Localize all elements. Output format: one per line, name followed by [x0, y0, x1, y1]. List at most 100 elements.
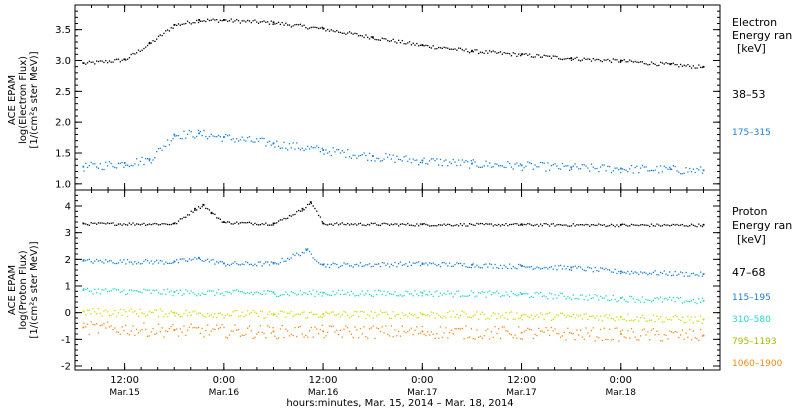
electron-series-1-dot	[496, 52, 498, 54]
proton-series-4-dot	[479, 313, 482, 316]
proton-series-2-point	[305, 249, 308, 251]
proton-series-4-dot	[667, 318, 669, 321]
proton-series-3-dot	[436, 290, 438, 292]
proton-series-3-dot	[592, 297, 594, 299]
proton-series-4-dot	[310, 311, 312, 313]
electron-series-1-dot	[407, 42, 409, 44]
proton-series-1-dot	[279, 219, 282, 221]
proton-series-3-dot	[345, 293, 347, 295]
proton-series-5-dot	[499, 337, 502, 340]
electron-series-2-dot	[656, 165, 658, 168]
electron-series-2-dot	[647, 170, 649, 172]
proton-series-1-dot	[692, 224, 695, 226]
proton-series-2-dot	[505, 266, 507, 268]
electron-series-2-dot	[283, 141, 285, 143]
proton-series-1-dot	[90, 222, 92, 224]
proton-series-5-dot	[572, 332, 574, 335]
proton-series-5-dot	[336, 329, 338, 331]
proton-series-5-dot	[325, 335, 327, 337]
proton-legend-series-5: 1060–1900	[732, 359, 783, 369]
proton-series-4-dot	[99, 312, 101, 315]
electron-series-1-dot	[219, 19, 222, 21]
electron-series-1-dot	[274, 23, 276, 25]
proton-series-5-dot	[494, 326, 496, 328]
electron-series-1-dot	[99, 60, 101, 62]
proton-series-1-dot	[639, 224, 642, 226]
proton-series-1-dot	[276, 222, 278, 224]
electron-series-2-dot	[621, 168, 624, 170]
electron-series-2-dot	[699, 166, 702, 168]
electron-series-2-dot	[430, 158, 433, 160]
proton-series-1-dot	[481, 222, 483, 225]
electron-series-2-dot	[499, 165, 502, 167]
proton-series-2-dot	[328, 266, 331, 269]
proton-series-5-dot	[308, 329, 311, 332]
proton-series-4-dot	[196, 313, 198, 315]
proton-series-4-dot	[490, 315, 493, 317]
proton-series-4-dot	[623, 318, 625, 320]
electron-series-1-dot	[234, 20, 236, 22]
electron-series-2-dot	[377, 157, 380, 160]
proton-series-3-dot	[370, 295, 373, 297]
proton-series-5-dot	[359, 327, 362, 330]
electron-series-1-dot	[679, 63, 682, 66]
electron-series-2-dot	[468, 167, 471, 169]
electron-series-1-dot	[545, 55, 547, 57]
electron-series-1-dot	[208, 19, 211, 22]
electron-series-1-dot	[481, 51, 483, 54]
proton-series-4-dot	[132, 311, 134, 313]
electron-series-1-dot	[678, 66, 680, 68]
proton-series-3-dot	[292, 291, 294, 294]
electron-series-2-dot	[507, 161, 509, 163]
proton-series-1-dot	[445, 224, 447, 227]
proton-series-5-dot	[661, 340, 664, 342]
proton-series-2-dot	[163, 263, 165, 265]
electron-legend-title-1: Electron	[732, 16, 777, 29]
electron-series-1-dot	[134, 53, 136, 55]
proton-series-5-dot	[357, 337, 360, 339]
proton-series-4-dot	[105, 309, 107, 311]
proton-series-3-dot	[654, 297, 656, 299]
proton-series-4-dot	[689, 319, 691, 321]
proton-series-2-dot	[385, 264, 387, 267]
electron-series-1-dot	[197, 21, 200, 24]
electron-series-2-dot	[307, 145, 309, 148]
proton-series-3-dot	[508, 295, 511, 298]
proton-series-1-dot	[363, 224, 365, 226]
proton-series-1-dot	[405, 224, 407, 226]
proton-series-2-dot	[423, 263, 425, 265]
proton-series-1-dot	[101, 222, 103, 224]
proton-series-3-dot	[634, 301, 636, 303]
electron-series-2-dot	[383, 158, 385, 160]
proton-series-3-dot	[356, 294, 358, 297]
electron-series-1-dot	[494, 51, 496, 53]
electron-series-2-dot	[530, 162, 533, 165]
proton-series-5-dot	[356, 329, 358, 331]
proton-series-1-dot	[630, 223, 633, 226]
proton-series-4-dot	[581, 318, 584, 320]
electron-series-2-dot	[301, 147, 303, 149]
proton-series-1-dot	[425, 223, 427, 226]
proton-series-2-dot	[152, 263, 154, 265]
electron-series-2-dot	[99, 163, 101, 165]
proton-series-3-dot	[296, 294, 298, 296]
proton-series-4-dot	[339, 316, 342, 318]
electron-series-1-dot	[532, 56, 534, 58]
electron-series-1-dot	[377, 39, 380, 41]
proton-series-3-dot	[217, 289, 220, 291]
proton-series-2-dot	[405, 263, 407, 265]
electron-series-1-dot	[261, 21, 263, 23]
electron-series-2-dot	[538, 166, 540, 168]
proton-series-3-dot	[488, 290, 491, 292]
proton-series-5-dot	[456, 328, 458, 330]
proton-ytick-label: 0	[65, 308, 71, 319]
proton-series-2-dot	[145, 258, 147, 261]
proton-series-5-dot	[319, 329, 322, 331]
proton-series-3-dot	[179, 289, 181, 291]
electron-series-1-dot	[459, 47, 462, 49]
proton-series-4-dot	[256, 312, 258, 315]
proton-series-4-dot	[245, 314, 247, 316]
electron-series-1-dot	[447, 47, 449, 49]
proton-series-5-dot	[614, 327, 616, 329]
proton-series-3-point	[272, 291, 275, 294]
